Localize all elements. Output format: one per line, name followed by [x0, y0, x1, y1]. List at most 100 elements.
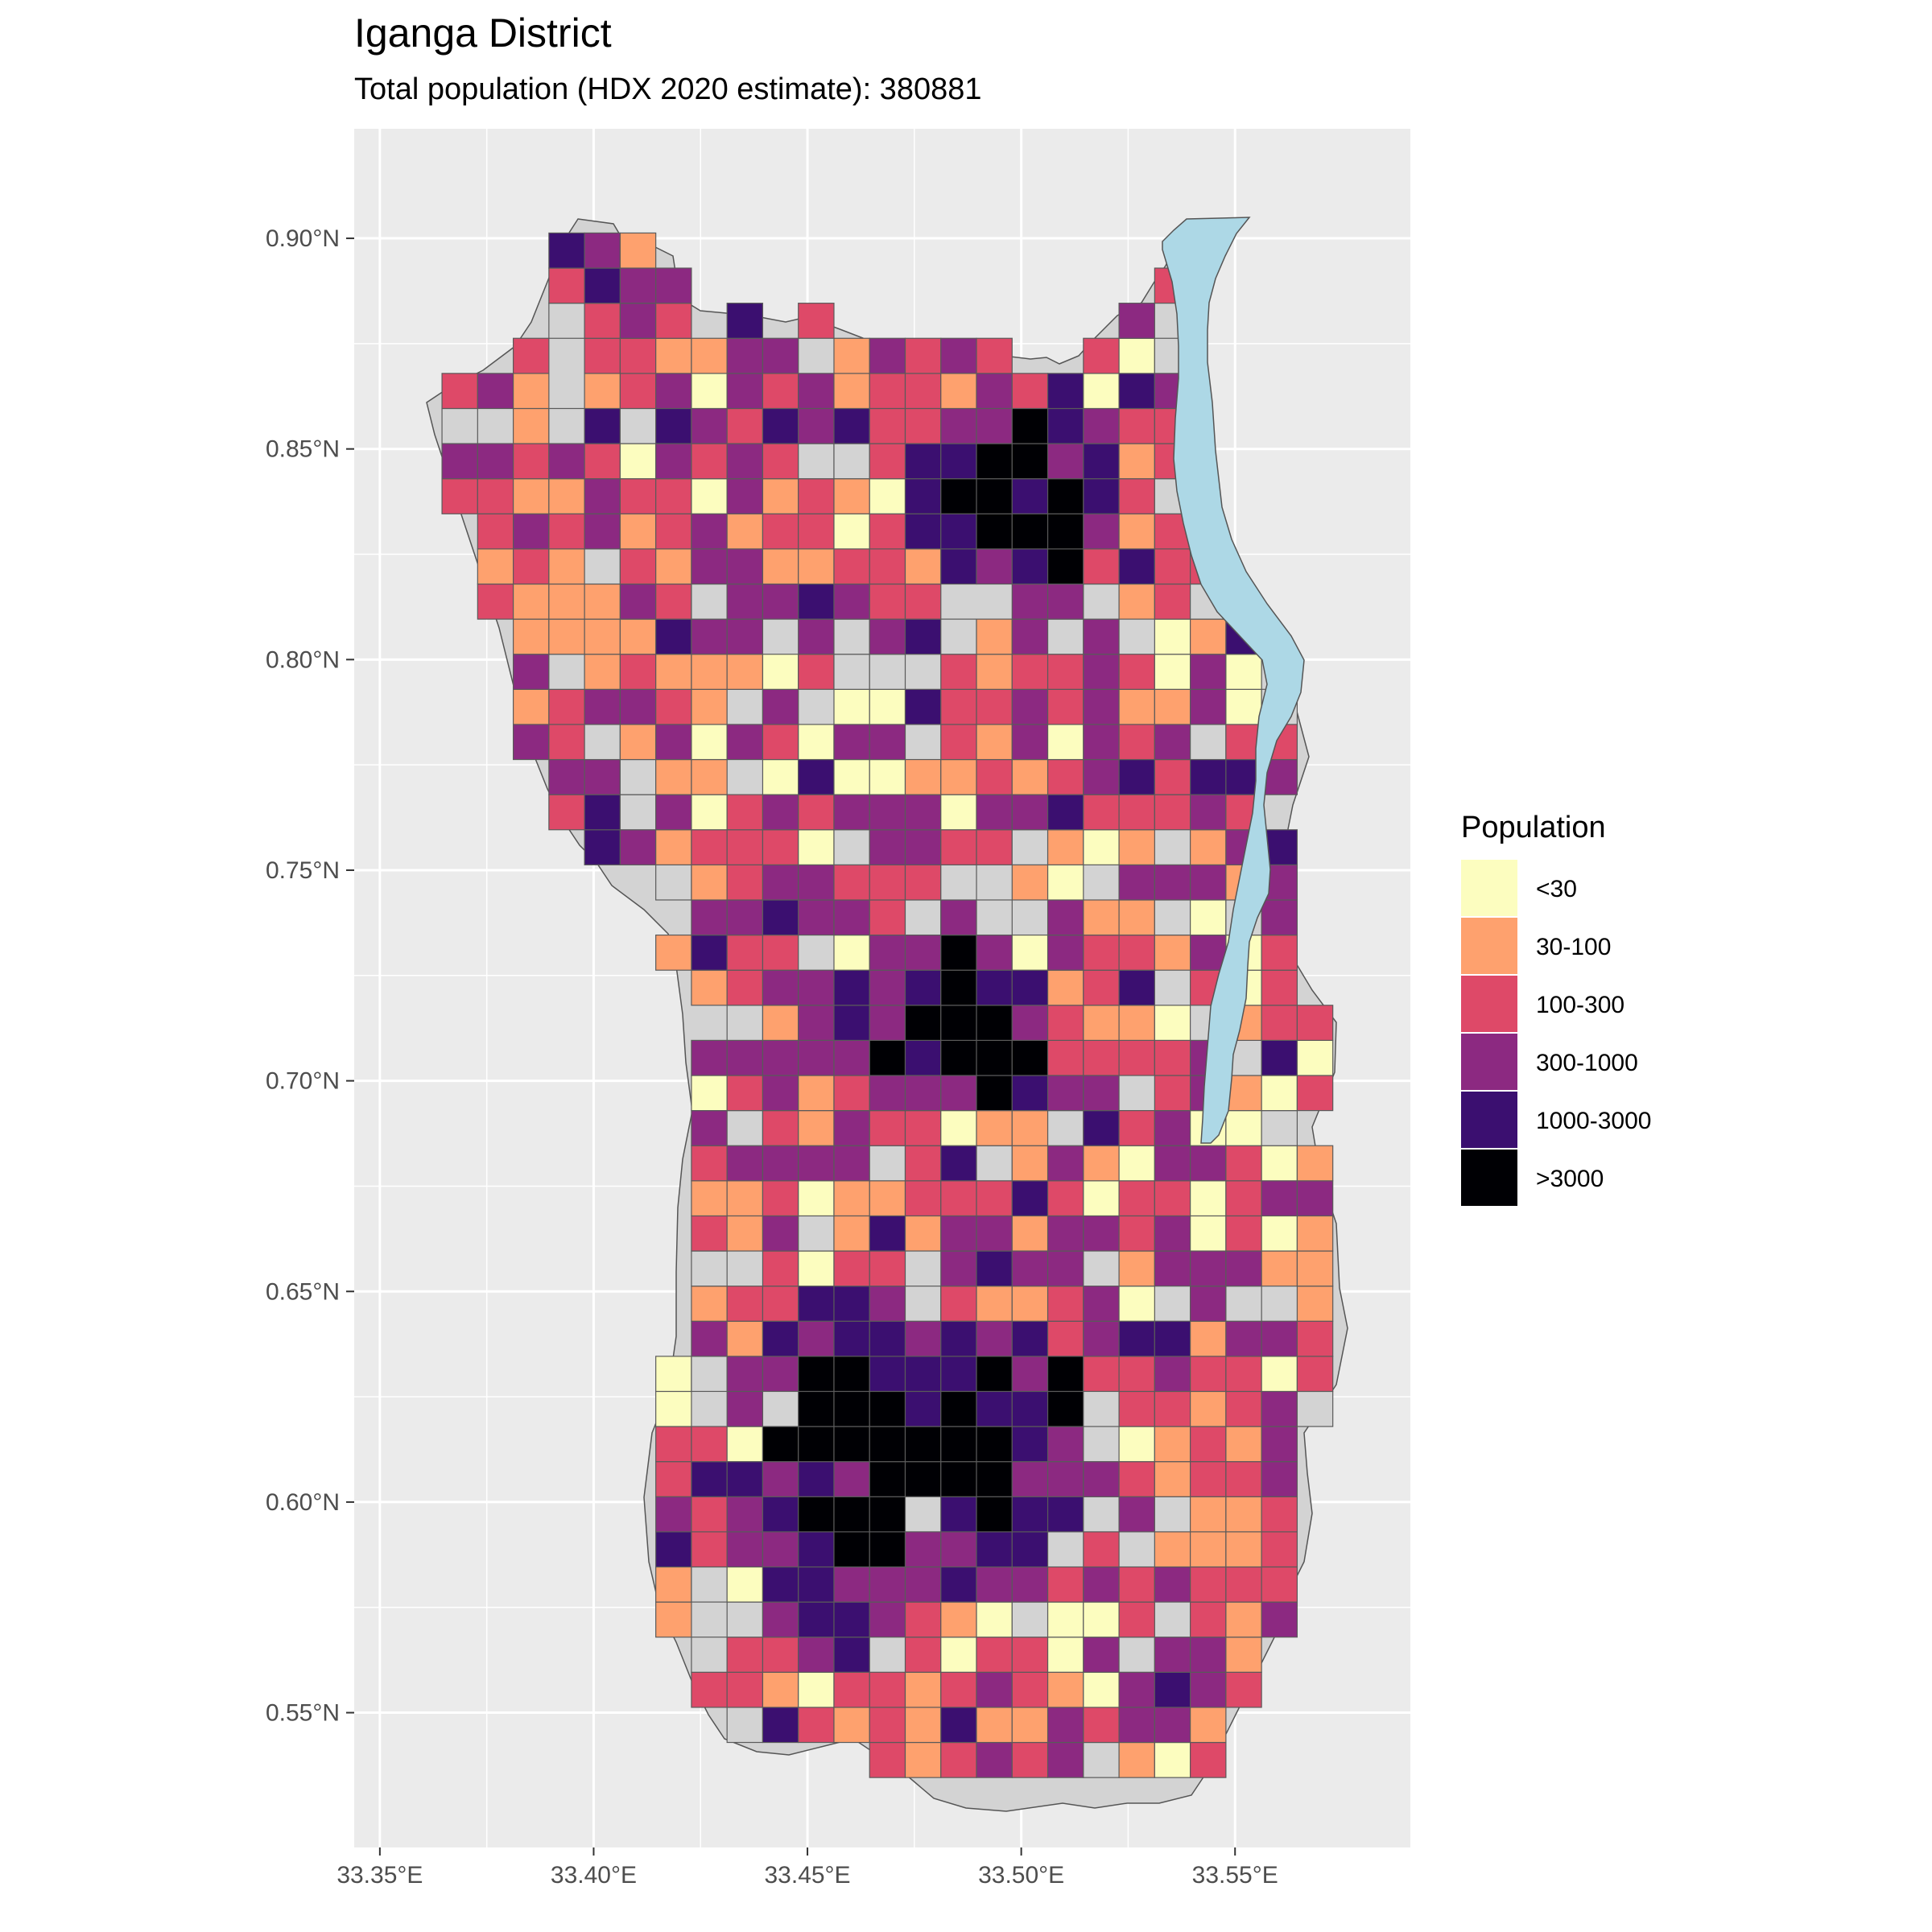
population-cell	[1225, 1496, 1262, 1533]
population-cell	[1011, 618, 1049, 655]
population-cell	[798, 1671, 835, 1708]
population-cell	[1011, 1671, 1049, 1708]
population-cell	[1118, 1356, 1155, 1393]
population-cell	[904, 1390, 942, 1427]
population-cell	[1046, 513, 1084, 550]
population-cell	[976, 1180, 1013, 1217]
population-cell	[1154, 1075, 1191, 1112]
population-cell	[691, 513, 728, 550]
population-cell	[976, 1250, 1013, 1287]
population-cell	[1154, 1707, 1191, 1744]
population-cell	[726, 373, 764, 410]
population-cell	[762, 1461, 799, 1497]
population-cell	[1296, 1075, 1334, 1112]
population-cell	[940, 478, 977, 514]
population-cell	[1011, 1005, 1049, 1041]
population-cell	[1011, 794, 1049, 831]
population-cell	[1261, 1426, 1298, 1463]
population-cell	[762, 1566, 799, 1603]
population-cell	[619, 724, 657, 761]
population-cell	[1154, 548, 1191, 585]
population-cell	[726, 513, 764, 550]
population-cell	[477, 373, 514, 410]
population-cell	[940, 1601, 977, 1638]
population-cell	[833, 1356, 870, 1393]
population-cell	[655, 618, 692, 655]
population-cell	[798, 829, 835, 865]
population-cell	[798, 1286, 835, 1322]
population-cell	[1083, 337, 1120, 374]
population-cell	[1154, 1566, 1191, 1603]
population-cell	[798, 548, 835, 585]
population-cell	[762, 1320, 799, 1357]
population-cell	[1154, 618, 1191, 655]
population-cell	[477, 443, 514, 480]
population-cell	[1011, 1356, 1049, 1393]
y-tick-label: 0.55°N	[266, 1700, 340, 1727]
population-cell	[655, 1566, 692, 1603]
y-tick-label: 0.80°N	[266, 646, 340, 673]
population-cell	[1083, 794, 1120, 831]
population-cell	[1190, 1180, 1227, 1217]
population-cell	[726, 724, 764, 761]
population-cell	[1154, 1461, 1191, 1497]
population-cell	[726, 1110, 764, 1146]
population-cell	[833, 1566, 870, 1603]
population-cell	[833, 337, 870, 374]
legend-swatch	[1461, 976, 1517, 1032]
population-cell	[1011, 1637, 1049, 1673]
population-cell	[1118, 478, 1155, 514]
population-cell	[1190, 1250, 1227, 1287]
population-cell	[1190, 1637, 1227, 1673]
population-cell	[441, 443, 478, 480]
population-cell	[691, 1039, 728, 1076]
population-cell	[762, 829, 799, 865]
population-cell	[869, 934, 906, 971]
population-cell	[619, 688, 657, 725]
population-cell	[762, 794, 799, 831]
population-cell	[976, 1601, 1013, 1638]
population-cell	[691, 1250, 728, 1287]
population-cell	[1190, 1741, 1227, 1778]
population-cell	[833, 1426, 870, 1463]
population-cell	[1296, 1039, 1334, 1076]
population-cell	[655, 443, 692, 480]
population-cell	[869, 899, 906, 936]
population-cell	[1261, 1531, 1298, 1568]
population-cell	[904, 337, 942, 374]
population-cell	[1118, 1741, 1155, 1778]
population-cell	[1011, 583, 1049, 620]
population-cell	[904, 1005, 942, 1041]
population-cell	[691, 478, 728, 514]
population-cell	[584, 654, 621, 690]
population-cell	[691, 1531, 728, 1568]
population-cell	[798, 1039, 835, 1076]
population-cell	[869, 1496, 906, 1533]
population-cell	[1154, 724, 1191, 761]
population-cell	[869, 373, 906, 410]
population-cell	[1083, 583, 1120, 620]
population-cell	[619, 443, 657, 480]
population-cell	[1011, 1461, 1049, 1497]
population-cell	[833, 864, 870, 901]
population-cell	[798, 1426, 835, 1463]
population-cell	[726, 337, 764, 374]
population-cell	[1011, 1039, 1049, 1076]
population-cell	[762, 1250, 799, 1287]
population-cell	[726, 1180, 764, 1217]
population-cell	[1261, 1496, 1298, 1533]
population-cell	[976, 1356, 1013, 1393]
population-cell	[726, 478, 764, 514]
population-cell	[833, 548, 870, 585]
population-cell	[1011, 1390, 1049, 1427]
population-cell	[904, 618, 942, 655]
lake-water	[1162, 217, 1305, 1144]
population-cell	[619, 303, 657, 339]
population-cell	[904, 969, 942, 1006]
population-cell	[548, 618, 585, 655]
population-cell	[976, 1320, 1013, 1357]
population-cell	[940, 724, 977, 761]
population-cell	[1296, 1180, 1334, 1217]
population-cell	[1118, 373, 1155, 410]
population-cell	[1118, 1145, 1155, 1182]
